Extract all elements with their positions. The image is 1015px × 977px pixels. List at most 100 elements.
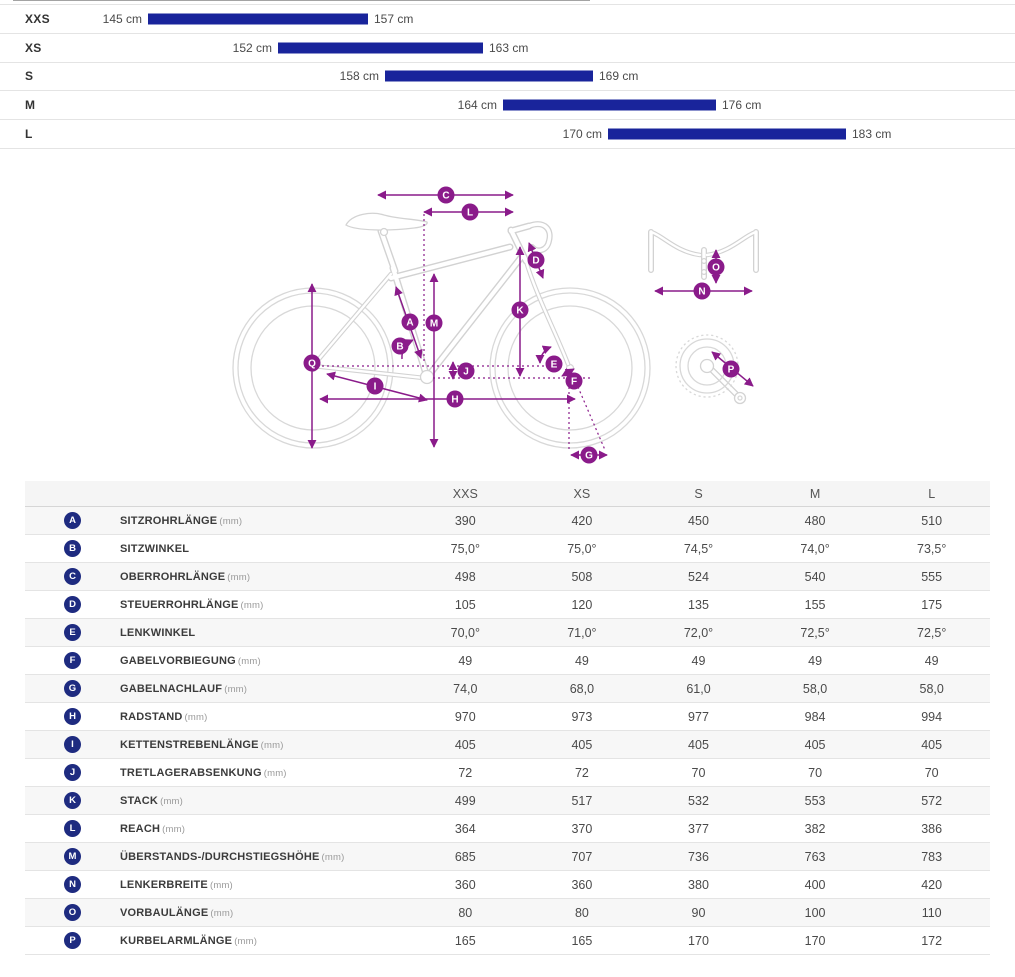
marker-badge-i: I [366, 377, 384, 395]
height-range-bar [503, 99, 716, 111]
cell-value: 73,5° [917, 541, 947, 556]
cell-value: 685 [454, 849, 476, 864]
height-range-bar [148, 13, 368, 25]
min-height-label: 170 cm [562, 126, 602, 141]
row-label: SITZROHRLÄNGE (mm) [120, 514, 243, 527]
row-label: GABELNACHLAUF (mm) [120, 682, 248, 695]
cell-value: 90 [691, 905, 706, 920]
row-label: LENKWINKEL [120, 626, 196, 639]
cell-value: 72,5° [917, 625, 947, 640]
cell-value: 360 [571, 877, 593, 892]
row-label: OBERROHRLÄNGE (mm) [120, 570, 251, 583]
min-height-label: 152 cm [232, 40, 272, 55]
cell-value: 532 [688, 793, 709, 808]
cell-value: 74,0 [453, 681, 478, 696]
size-row-m: M 164 cm 176 cm [0, 91, 1015, 120]
cell-value: 450 [688, 513, 709, 528]
svg-text:D: D [532, 256, 539, 267]
marker-badge-h: H [446, 390, 464, 408]
svg-text:A: A [406, 318, 413, 329]
svg-text:L: L [467, 208, 473, 219]
cell-value: 499 [454, 793, 476, 808]
row-label: RADSTAND (mm) [120, 710, 208, 723]
cell-value: 540 [804, 569, 826, 584]
row-letter-badge: L [64, 820, 81, 837]
cell-value: 783 [921, 849, 943, 864]
row-letter-badge: E [64, 624, 81, 641]
svg-text:O: O [712, 263, 720, 274]
cell-value: 405 [454, 737, 476, 752]
cell-value: 555 [921, 569, 943, 584]
cell-value: 58,0 [919, 681, 944, 696]
size-range-chart: XXS 145 cm 157 cm XS 152 cm 163 cm S 158… [0, 4, 1015, 149]
max-height-label: 157 cm [374, 11, 414, 26]
row-letter-badge: O [64, 904, 81, 921]
cell-value: 72 [574, 765, 589, 780]
cell-value: 61,0 [686, 681, 711, 696]
svg-text:M: M [430, 319, 438, 330]
cell-value: 70 [808, 765, 823, 780]
marker-badge-c: C [437, 186, 455, 204]
size-label: L [25, 126, 33, 141]
svg-text:P: P [728, 365, 735, 376]
cell-value: 75,0° [567, 541, 597, 556]
size-column-header: XS [573, 486, 591, 501]
size-label: M [25, 98, 36, 113]
cell-value: 49 [924, 653, 939, 668]
table-row: F GABELVORBIEGUNG (mm) 49 49 49 49 49 [25, 647, 990, 675]
svg-text:C: C [442, 191, 449, 202]
cell-value: 74,5° [683, 541, 714, 556]
size-row-s: S 158 cm 169 cm [0, 63, 1015, 92]
row-letter-badge: D [64, 596, 81, 613]
cell-value: 553 [804, 793, 826, 808]
stem-bolt [700, 268, 708, 276]
cell-value: 74,0° [800, 541, 830, 556]
row-letter-badge: G [64, 680, 81, 697]
marker-badge-p: P [722, 360, 740, 378]
table-row: L REACH (mm) 364 370 377 382 386 [25, 815, 990, 843]
cell-value: 405 [804, 737, 826, 752]
row-letter-badge: I [64, 736, 81, 753]
row-letter-badge: P [64, 932, 81, 949]
table-row: I KETTENSTREBENLÄNGE (mm) 405 405 405 405… [25, 731, 990, 759]
marker-badge-b: B [391, 337, 409, 355]
arc-E-headangle [535, 345, 552, 364]
cell-value: 71,0° [567, 625, 597, 640]
measurement-annotations: C L D A M B Q I J H K E F G O N P [303, 186, 754, 464]
row-letter-badge: F [64, 652, 81, 669]
cell-value: 72,5° [800, 625, 830, 640]
row-label: REACH (mm) [120, 822, 186, 835]
cell-value: 170 [688, 933, 709, 948]
cell-value: 707 [571, 849, 593, 864]
min-height-label: 145 cm [102, 11, 142, 26]
cell-value: 736 [688, 849, 709, 864]
row-letter-badge: C [64, 568, 81, 585]
bottom-bracket [419, 369, 435, 385]
table-row: H RADSTAND (mm) 970 973 977 984 994 [25, 703, 990, 731]
cell-value: 386 [921, 821, 943, 836]
row-letter-badge: M [64, 848, 81, 865]
marker-badge-l: L [461, 203, 479, 221]
table-row: C OBERROHRLÄNGE (mm) 498 508 524 540 555 [25, 563, 990, 591]
table-row: G GABELNACHLAUF (mm) 74,0 68,0 61,0 58,0 … [25, 675, 990, 703]
cell-value: 80 [458, 905, 473, 920]
cell-value: 165 [571, 933, 593, 948]
marker-badge-e: E [545, 355, 563, 373]
row-label: VORBAULÄNGE (mm) [120, 906, 234, 919]
cell-value: 75,0° [450, 541, 480, 556]
height-range-bar [608, 128, 846, 140]
row-label: ÜBERSTANDS-/DURCHSTIEGSHÖHE (mm) [120, 850, 345, 863]
marker-badge-o: O [707, 258, 725, 276]
height-range-bar [385, 70, 593, 82]
row-label: TRETLAGERABSENKUNG (mm) [120, 766, 287, 779]
table-row: N LENKERBREITE (mm) 360 360 380 400 420 [25, 871, 990, 899]
pedal-axle [733, 391, 747, 405]
cell-value: 420 [921, 877, 943, 892]
cell-value: 377 [688, 821, 709, 836]
marker-badge-k: K [511, 301, 529, 319]
marker-badge-j: J [457, 362, 475, 380]
cell-value: 763 [804, 849, 826, 864]
svg-text:J: J [463, 367, 469, 378]
svg-text:F: F [571, 377, 577, 388]
cell-value: 517 [571, 793, 593, 808]
